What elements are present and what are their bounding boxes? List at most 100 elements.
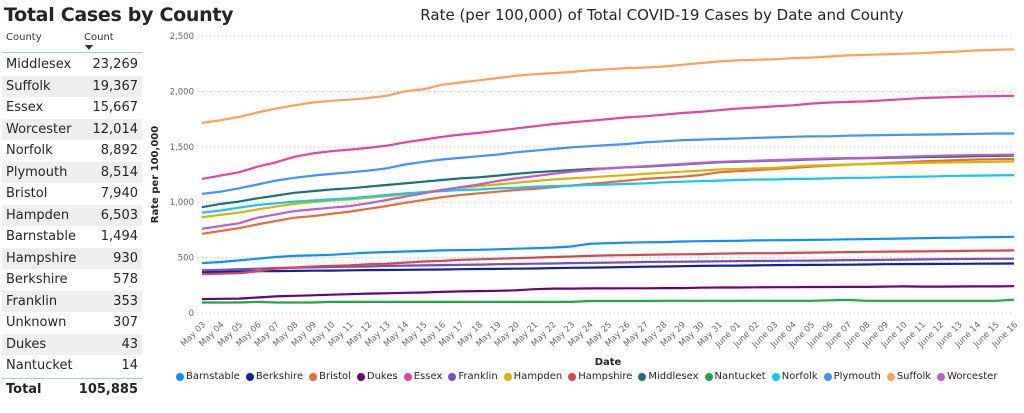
- table-row[interactable]: Essex 15,667: [2, 97, 142, 118]
- county-count: 930: [113, 250, 138, 266]
- legend-dot-icon: [937, 372, 946, 381]
- legend-item-norfolk[interactable]: Norfolk: [771, 371, 818, 382]
- county-name: Bristol: [6, 186, 48, 201]
- legend-item-bristol[interactable]: Bristol: [309, 371, 351, 382]
- table-row[interactable]: Hampshire 930: [2, 247, 142, 269]
- y-tick-label: 2,000: [170, 87, 194, 97]
- series-line-essex[interactable]: [201, 94, 1015, 180]
- legend-item-nantucket[interactable]: Nantucket: [704, 371, 766, 382]
- series-line-franklin[interactable]: [201, 257, 1015, 272]
- county-count: 23,269: [92, 57, 139, 72]
- table-row[interactable]: Norfolk 8,892: [2, 140, 142, 161]
- table-row[interactable]: Middlesex 23,269: [2, 54, 142, 75]
- table-row[interactable]: Plymouth 8,514: [2, 161, 142, 183]
- county-count: 307: [113, 315, 138, 330]
- series-line-norfolk[interactable]: [201, 174, 1015, 214]
- county-count: 12,014: [92, 121, 139, 137]
- legend-dot-icon: [568, 372, 577, 381]
- county-count: 6,503: [100, 207, 138, 223]
- county-name: Nantucket: [6, 358, 73, 373]
- series-line-nantucket[interactable]: [202, 298, 1015, 304]
- legend-label: Essex: [413, 371, 443, 382]
- county-name: Hampshire: [6, 250, 77, 266]
- legend-item-dukes[interactable]: Dukes: [356, 371, 398, 382]
- legend-item-suffolk[interactable]: Suffolk: [886, 371, 931, 382]
- county-name: Middlesex: [6, 57, 72, 72]
- legend-label: Berkshire: [255, 371, 304, 382]
- county-name: Plymouth: [6, 164, 68, 180]
- legend-label: Barnstable: [186, 371, 240, 382]
- county-count: 8,514: [100, 164, 138, 180]
- table-row[interactable]: Suffolk 19,367: [2, 75, 142, 97]
- legend-item-worcester[interactable]: Worcester: [937, 371, 997, 382]
- legend-label: Plymouth: [833, 371, 881, 382]
- county-name: Franklin: [6, 293, 58, 309]
- series-line-berkshire[interactable]: [201, 262, 1015, 274]
- legend-item-barnstable[interactable]: Barnstable: [176, 371, 240, 382]
- county-name: Norfolk: [6, 143, 53, 158]
- county-name: Berkshire: [6, 272, 68, 287]
- table-row[interactable]: Berkshire 578: [2, 269, 142, 290]
- table-row[interactable]: Unknown 307: [2, 312, 142, 333]
- legend-item-middlesex[interactable]: Middlesex: [638, 371, 699, 382]
- series-line-barnstable[interactable]: [201, 235, 1015, 265]
- county-count: 7,940: [100, 186, 138, 201]
- legend-label: Dukes: [366, 371, 398, 382]
- table-row[interactable]: Franklin 353: [2, 290, 142, 312]
- legend-dot-icon: [503, 372, 512, 381]
- table-row[interactable]: Bristol 7,940: [2, 183, 142, 204]
- legend-label: Hampshire: [578, 371, 633, 382]
- table-row[interactable]: Hampden 6,503: [2, 204, 142, 226]
- legend-dot-icon: [638, 372, 647, 381]
- county-name: Barnstable: [6, 229, 76, 244]
- sort-descending-icon[interactable]: [85, 45, 93, 50]
- legend-item-essex[interactable]: Essex: [403, 371, 443, 382]
- table-row[interactable]: Worcester 12,014: [2, 118, 142, 140]
- legend-dot-icon: [448, 372, 457, 381]
- legend-dot-icon: [403, 372, 412, 381]
- legend-label: Norfolk: [781, 371, 818, 382]
- county-name: Dukes: [6, 336, 47, 352]
- legend-label: Franklin: [458, 371, 498, 382]
- legend-item-franklin[interactable]: Franklin: [448, 371, 498, 382]
- table-row[interactable]: Dukes 43: [2, 333, 142, 355]
- y-tick-label: 1,000: [170, 198, 194, 208]
- county-name: Suffolk: [6, 78, 51, 94]
- legend-dot-icon: [309, 372, 318, 381]
- chart-title: Rate (per 100,000) of Total COVID-19 Cas…: [420, 6, 904, 24]
- legend-dot-icon: [245, 372, 254, 381]
- county-count: 1,494: [100, 229, 138, 244]
- column-header-count[interactable]: Count: [84, 32, 114, 43]
- y-tick-label: 1,500: [170, 143, 194, 153]
- county-count: 15,667: [92, 100, 139, 115]
- y-tick-label: 500: [178, 254, 194, 264]
- legend-item-hampshire[interactable]: Hampshire: [568, 371, 632, 382]
- legend-item-plymouth[interactable]: Plymouth: [823, 371, 881, 382]
- table-title: Total Cases by County: [4, 4, 234, 26]
- county-count: 8,892: [100, 143, 138, 158]
- county-count: 578: [113, 272, 138, 287]
- county-name: Worcester: [6, 121, 72, 137]
- column-header-county[interactable]: County: [6, 32, 42, 43]
- legend-label: Nantucket: [714, 371, 766, 382]
- series-line-plymouth[interactable]: [201, 132, 1014, 195]
- legend-dot-icon: [356, 372, 365, 381]
- header-divider: [2, 52, 142, 53]
- legend-label: Worcester: [947, 371, 998, 382]
- series-line-bristol[interactable]: [201, 157, 1015, 235]
- series-line-dukes[interactable]: [201, 285, 1015, 301]
- table-row[interactable]: Nantucket 14: [2, 355, 142, 376]
- y-tick-label: 2,500: [170, 32, 194, 42]
- table-row[interactable]: Barnstable 1,494: [2, 226, 142, 247]
- county-count: 14: [121, 358, 138, 373]
- legend-item-berkshire[interactable]: Berkshire: [245, 371, 304, 382]
- legend-dot-icon: [823, 372, 832, 381]
- series-line-suffolk[interactable]: [201, 48, 1015, 125]
- series-line-worcester[interactable]: [201, 153, 1015, 230]
- legend-item-hampden[interactable]: Hampden: [503, 371, 562, 382]
- county-count: 43: [121, 336, 138, 352]
- total-label: Total: [6, 382, 42, 397]
- series-line-hampshire[interactable]: [201, 249, 1015, 276]
- y-axis-title: Rate per 100,000: [150, 126, 161, 223]
